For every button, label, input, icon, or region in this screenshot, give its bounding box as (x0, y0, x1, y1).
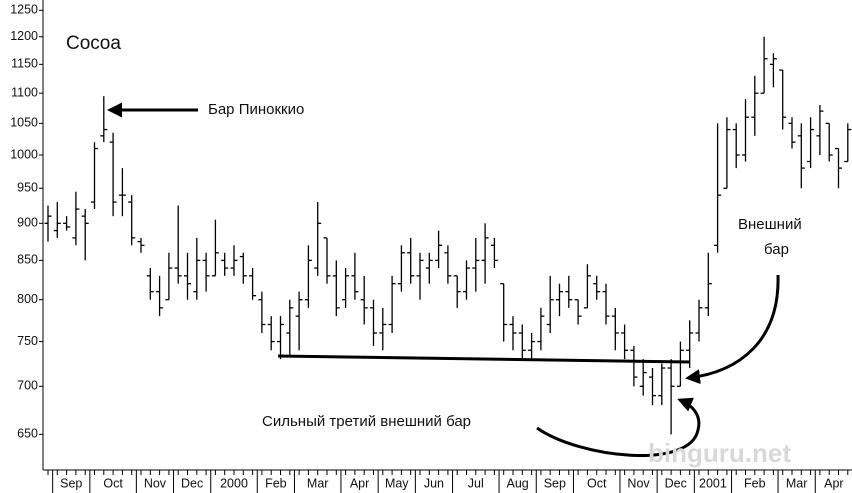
x-tick-label: Feb (744, 476, 766, 490)
annotation: Бар Пиноккио (208, 101, 304, 118)
x-tick-label: Apr (350, 476, 369, 490)
x-tick-label: May (385, 476, 409, 490)
x-tick-label: 2000 (220, 476, 248, 490)
x-tick-label: Aug (507, 476, 529, 490)
x-tick-label: Sep (544, 476, 566, 490)
x-tick-label: Mar (307, 476, 329, 490)
x-tick-label: Jul (468, 476, 484, 490)
y-tick-label: 1250 (10, 3, 38, 17)
watermark: binguru.net (648, 438, 791, 468)
y-tick-label: 650 (17, 427, 38, 441)
annotation: бар (764, 241, 789, 258)
y-tick-label: 900 (17, 216, 38, 230)
x-tick-label: Dec (665, 476, 687, 490)
y-tick-label: 1000 (10, 147, 38, 161)
annotation: Сильный третий внешний бар (262, 413, 471, 430)
y-tick-label: 1150 (11, 57, 38, 71)
y-tick-label: 1200 (10, 29, 38, 43)
x-tick-label: Mar (786, 476, 808, 490)
y-tick-label: 700 (17, 379, 38, 393)
y-tick-label: 850 (17, 253, 38, 267)
y-tick-label: 800 (17, 292, 38, 306)
y-tick-label: 750 (17, 334, 38, 348)
annotation: Внешний (738, 216, 802, 233)
arrow (536, 397, 701, 457)
x-tick-label: Apr (824, 476, 843, 490)
x-tick-label: 2001 (699, 476, 727, 490)
y-tick-label: 1100 (11, 85, 38, 99)
x-tick-label: Feb (265, 476, 287, 490)
x-tick-label: Sep (60, 476, 82, 490)
arrow (685, 274, 780, 385)
y-tick-label: 1050 (10, 116, 38, 130)
x-tick-label: Oct (587, 476, 607, 490)
x-tick-label: Nov (627, 476, 650, 490)
y-tick-label: 950 (17, 181, 38, 195)
x-tick-label: Nov (144, 476, 167, 490)
chart-title: Cocoa (66, 33, 121, 54)
x-tick-label: Jun (424, 476, 444, 490)
x-tick-label: Oct (103, 476, 123, 490)
trend-line (277, 354, 691, 364)
x-tick-label: Dec (181, 476, 203, 490)
